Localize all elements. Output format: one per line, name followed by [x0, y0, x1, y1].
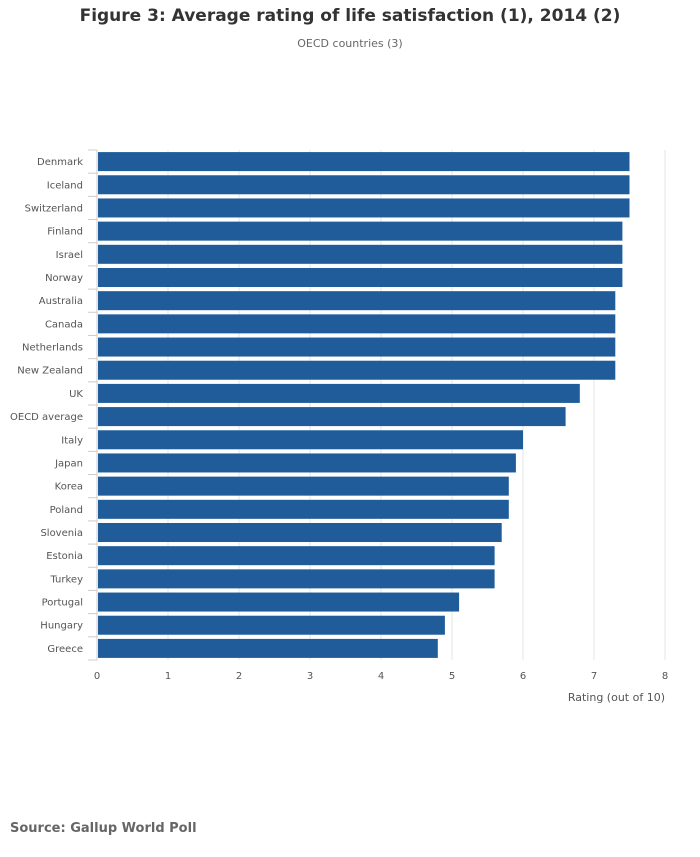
x-tick-label: 7 — [591, 671, 597, 682]
bar — [98, 267, 623, 288]
x-tick-label: 1 — [165, 671, 171, 682]
category-label: Iceland — [47, 180, 83, 191]
category-label: Estonia — [46, 551, 83, 562]
bar — [98, 221, 623, 241]
bar — [98, 546, 495, 566]
category-label: Italy — [61, 435, 83, 446]
bar — [98, 569, 495, 589]
x-tick-label: 5 — [449, 671, 455, 682]
x-tick-labels: 0 1 2 3 4 5 6 7 8 — [94, 671, 668, 682]
bar — [98, 615, 445, 635]
source-note: Source: Gallup World Poll — [10, 821, 197, 836]
bar — [98, 152, 630, 172]
bar — [98, 407, 566, 427]
x-tick-label: 4 — [378, 671, 384, 682]
category-label: UK — [69, 389, 83, 400]
category-labels: Denmark Iceland Switzerland Finland Israel No… — [10, 157, 83, 655]
category-label: Israel — [56, 250, 83, 261]
bar — [98, 291, 616, 311]
category-label: Australia — [39, 296, 83, 307]
bars — [98, 152, 630, 658]
category-label: Greece — [47, 644, 83, 655]
bar — [98, 198, 630, 218]
category-label: OECD average — [10, 412, 83, 423]
x-tick-label: 0 — [94, 671, 100, 682]
bar — [98, 244, 623, 264]
category-label: Switzerland — [25, 203, 83, 214]
category-label: Canada — [45, 319, 83, 330]
x-tick-label: 3 — [307, 671, 313, 682]
bar — [98, 522, 502, 543]
bar — [98, 430, 523, 450]
category-label: Denmark — [37, 157, 83, 168]
category-label: Norway — [45, 273, 83, 284]
bar — [98, 592, 460, 612]
category-label: Portugal — [42, 598, 83, 609]
bar — [98, 476, 509, 496]
category-label: Japan — [54, 458, 83, 469]
category-label: Korea — [55, 482, 83, 493]
category-label: Finland — [47, 227, 83, 238]
bar — [98, 453, 516, 473]
category-label: Turkey — [49, 574, 83, 585]
bar — [98, 175, 630, 195]
category-label: New Zealand — [17, 366, 83, 377]
bar — [98, 383, 580, 403]
bar — [98, 314, 616, 334]
x-tick-label: 2 — [236, 671, 242, 682]
category-label: Poland — [50, 505, 83, 516]
x-tick-label: 8 — [662, 671, 668, 682]
chart-title: Figure 3: Average rating of life satisfa… — [79, 6, 621, 26]
category-label: Netherlands — [22, 343, 83, 354]
bar — [98, 337, 616, 357]
bar — [98, 360, 616, 380]
chart-subtitle: OECD countries (3) — [297, 37, 403, 50]
x-tick-label: 6 — [520, 671, 526, 682]
category-label: Slovenia — [40, 528, 83, 539]
bar — [98, 499, 509, 519]
bar — [98, 638, 438, 658]
x-axis-title: Rating (out of 10) — [568, 691, 665, 704]
category-label: Hungary — [40, 621, 83, 632]
